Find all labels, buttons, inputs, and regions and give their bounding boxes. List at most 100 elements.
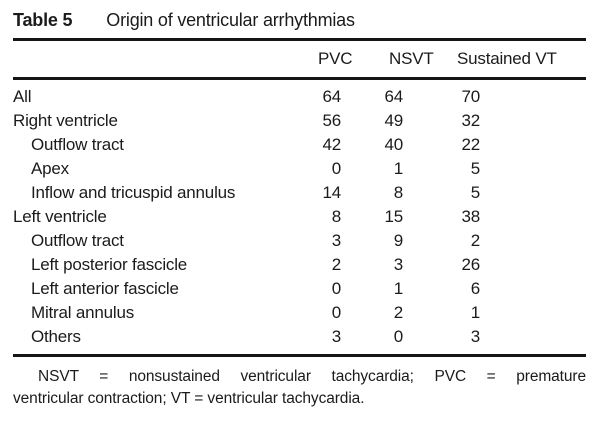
row-value-cell: 6 xyxy=(457,277,586,301)
col-header-sustained-vt: Sustained VT xyxy=(457,49,557,68)
row-label: Apex xyxy=(31,159,69,178)
arrhythmia-origin-table-body: All 64 64 70 Right ventricle 56 49 32 Outflow tr… xyxy=(13,80,586,354)
row-value-cell: 14 xyxy=(318,181,380,205)
row-value: 49 xyxy=(384,111,403,130)
row-value: 32 xyxy=(461,111,480,130)
row-label: Outflow tract xyxy=(31,231,124,250)
table-row: Mitral annulus 0 2 1 xyxy=(13,301,586,325)
row-value-cell: 8 xyxy=(318,205,380,229)
row-value: 0 xyxy=(331,279,341,298)
row-value: 9 xyxy=(393,231,403,250)
row-value-cell: 42 xyxy=(318,133,380,157)
row-value-cell: 64 xyxy=(318,80,380,109)
row-value: 0 xyxy=(393,327,403,346)
table-row: All 64 64 70 xyxy=(13,80,586,109)
row-value-cell: 70 xyxy=(457,80,586,109)
row-label: Left posterior fascicle xyxy=(31,255,188,274)
row-value-cell: 3 xyxy=(380,253,457,277)
row-value: 22 xyxy=(461,135,480,154)
table-row: Outflow tract 42 40 22 xyxy=(13,133,586,157)
table-row: Left ventricle 8 15 38 xyxy=(13,205,586,229)
row-value-cell: 2 xyxy=(380,301,457,325)
col-header-empty xyxy=(13,41,318,77)
footnote-line-1: NSVT = nonsustained ventricular tachycar… xyxy=(38,368,586,385)
row-value-cell: 0 xyxy=(318,277,380,301)
row-value-cell: 56 xyxy=(318,109,380,133)
row-value-cell: 2 xyxy=(318,253,380,277)
row-value-cell: 5 xyxy=(457,181,586,205)
row-value-cell: 2 xyxy=(457,229,586,253)
row-value: 0 xyxy=(331,159,341,178)
row-value: 3 xyxy=(470,327,480,346)
row-value: 1 xyxy=(393,279,403,298)
row-value-cell: 0 xyxy=(380,325,457,354)
row-value: 40 xyxy=(384,135,403,154)
row-value-cell: 1 xyxy=(380,277,457,301)
row-value-cell: 64 xyxy=(380,80,457,109)
table-number: Table 5 xyxy=(13,10,73,30)
row-value-cell: 0 xyxy=(318,157,380,181)
arrhythmia-origin-table: PVC NSVT Sustained VT xyxy=(13,41,586,77)
row-value-cell: 3 xyxy=(457,325,586,354)
row-value: 15 xyxy=(384,207,403,226)
row-value: 64 xyxy=(384,87,403,106)
col-header-pvc: PVC xyxy=(318,49,353,68)
row-value: 1 xyxy=(393,159,403,178)
table-row: Left posterior fascicle 2 3 26 xyxy=(13,253,586,277)
row-value-cell: 3 xyxy=(318,325,380,354)
row-label: Left ventricle xyxy=(13,207,107,226)
row-value: 1 xyxy=(470,303,480,322)
row-value: 8 xyxy=(393,183,403,202)
row-value: 2 xyxy=(331,255,341,274)
row-value: 6 xyxy=(470,279,480,298)
row-value-cell: 22 xyxy=(457,133,586,157)
row-value: 42 xyxy=(322,135,341,154)
row-value-cell: 5 xyxy=(457,157,586,181)
row-value: 56 xyxy=(322,111,341,130)
row-value-cell: 15 xyxy=(380,205,457,229)
table-row: Others 3 0 3 xyxy=(13,325,586,354)
row-value-cell: 8 xyxy=(380,181,457,205)
row-value-cell: 0 xyxy=(318,301,380,325)
row-value-cell: 3 xyxy=(318,229,380,253)
row-label: Outflow tract xyxy=(31,135,124,154)
row-label: Left anterior fascicle xyxy=(31,279,179,298)
row-value: 3 xyxy=(331,231,341,250)
row-value: 5 xyxy=(470,159,480,178)
row-label: Mitral annulus xyxy=(31,303,135,322)
table-title: Table 5 Origin of ventricular arrhythmia… xyxy=(13,10,586,30)
row-label: All xyxy=(13,87,32,106)
row-value-cell: 40 xyxy=(380,133,457,157)
row-value: 8 xyxy=(331,207,341,226)
row-value-cell: 1 xyxy=(457,301,586,325)
row-value-cell: 1 xyxy=(380,157,457,181)
rule-top xyxy=(13,38,586,41)
row-value: 2 xyxy=(470,231,480,250)
rule-bottom xyxy=(13,354,586,357)
row-value-cell: 49 xyxy=(380,109,457,133)
table-row: Outflow tract 3 9 2 xyxy=(13,229,586,253)
footnote-line-2: ventricular contraction; VT = ventricula… xyxy=(13,389,365,407)
row-value: 26 xyxy=(461,255,480,274)
row-value: 70 xyxy=(461,87,480,106)
row-value-cell: 32 xyxy=(457,109,586,133)
row-value: 0 xyxy=(331,303,341,322)
row-label: Inflow and tricuspid annulus xyxy=(31,183,236,202)
column-header-row: PVC NSVT Sustained VT xyxy=(13,41,586,77)
abbreviations-footnote: NSVT = nonsustained ventricular tachycar… xyxy=(13,366,586,409)
table-row: Left anterior fascicle 0 1 6 xyxy=(13,277,586,301)
row-value: 5 xyxy=(470,183,480,202)
rule-header xyxy=(13,77,586,80)
table-body: All 64 64 70 Right ventricle 56 49 32 Outflow tr… xyxy=(13,80,586,354)
row-value-cell: 26 xyxy=(457,253,586,277)
row-value: 64 xyxy=(322,87,341,106)
table-row: Apex 0 1 5 xyxy=(13,157,586,181)
row-value: 14 xyxy=(322,183,341,202)
row-value-cell: 38 xyxy=(457,205,586,229)
row-label: Others xyxy=(31,327,81,346)
row-value: 3 xyxy=(331,327,341,346)
row-value-cell: 9 xyxy=(380,229,457,253)
table-caption: Origin of ventricular arrhythmias xyxy=(106,10,355,30)
table-row: Inflow and tricuspid annulus 14 8 5 xyxy=(13,181,586,205)
